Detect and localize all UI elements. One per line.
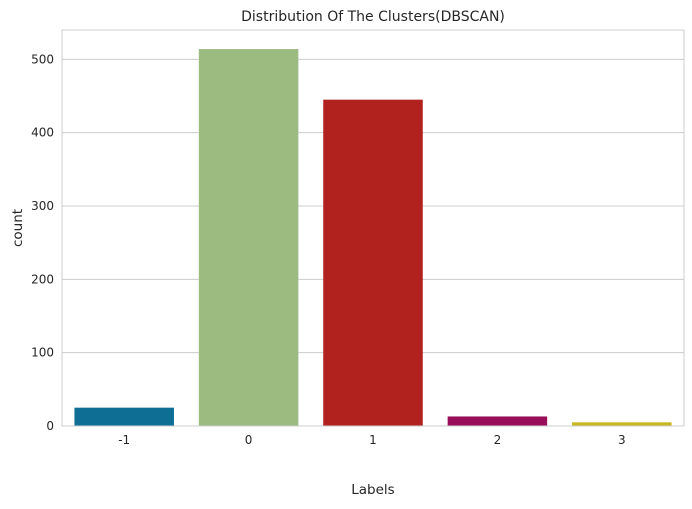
x-tick-label: 2 bbox=[494, 433, 502, 447]
x-axis-label: Labels bbox=[351, 482, 394, 498]
bar-2 bbox=[447, 416, 548, 426]
bar-3 bbox=[572, 422, 672, 426]
chart-title: Distribution Of The Clusters(DBSCAN) bbox=[241, 9, 505, 25]
y-tick-label: 300 bbox=[31, 199, 54, 213]
bar-1 bbox=[323, 99, 423, 427]
x-tick-label: -1 bbox=[118, 433, 130, 447]
y-tick-label: 200 bbox=[31, 272, 54, 286]
x-tick-label: 1 bbox=[369, 433, 377, 447]
plot-frame bbox=[61, 29, 685, 427]
y-tick-label: 0 bbox=[46, 419, 54, 433]
y-tick-labels: 0 100 200 300 400 500 bbox=[31, 52, 54, 433]
x-tick-labels: -1 0 1 2 3 bbox=[118, 433, 625, 447]
bar-0 bbox=[198, 49, 299, 427]
y-tick-label: 400 bbox=[31, 126, 54, 140]
bars bbox=[74, 49, 672, 427]
y-tick-label: 100 bbox=[31, 346, 54, 360]
bar--1 bbox=[74, 407, 174, 426]
y-tick-label: 500 bbox=[31, 52, 54, 66]
x-tick-label: 0 bbox=[245, 433, 253, 447]
y-axis-label: count bbox=[10, 209, 26, 247]
x-tick-label: 3 bbox=[618, 433, 626, 447]
